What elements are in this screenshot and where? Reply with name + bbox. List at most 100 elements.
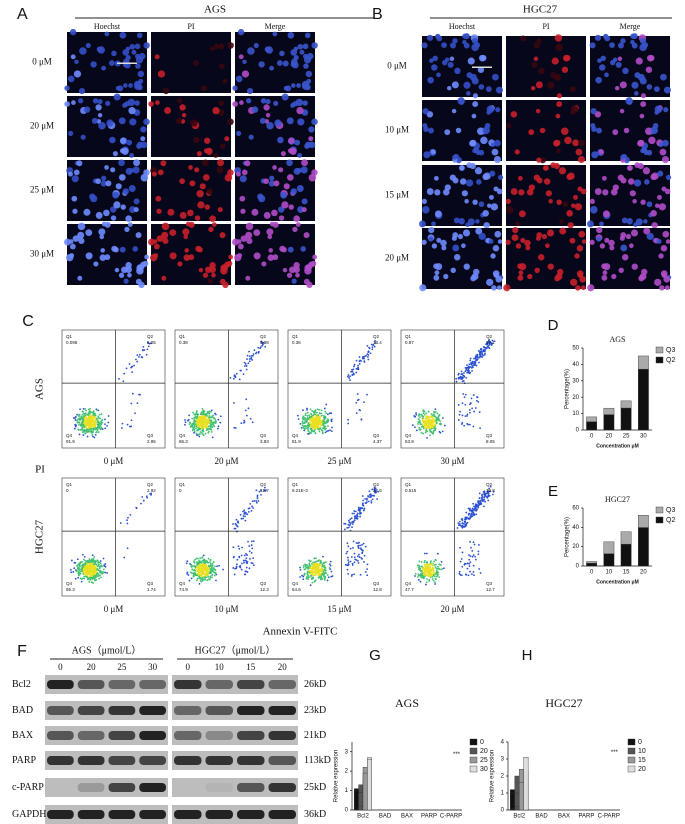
cell [518,189,525,196]
event [435,559,437,562]
cell [643,219,648,224]
event [206,415,208,417]
event [472,394,475,396]
y-tick-label: 30 [572,378,579,384]
event [421,415,424,418]
quadrant-name: Q2 [147,334,154,339]
event [327,429,330,432]
event [476,355,479,357]
event [484,346,487,349]
cell [128,106,136,115]
event [318,412,321,414]
event [432,429,435,432]
cell [268,248,274,253]
event [347,519,350,522]
event [433,572,436,575]
cell [266,228,274,236]
legend-label: Q2 [666,517,675,524]
cell [311,118,318,126]
bar-segment [638,355,649,370]
dose-label: 15 μM [327,604,351,614]
event [312,426,315,429]
event [432,430,435,433]
event [197,571,200,574]
event [255,489,258,492]
event [246,354,249,357]
cell [64,238,71,246]
event [193,564,196,567]
event [81,570,84,573]
event [310,413,312,415]
event [458,413,461,416]
event [307,578,310,581]
event [439,420,442,422]
cell [441,59,448,66]
cell [619,108,625,114]
quadrant-value: 0.36 [292,340,301,345]
event [314,427,317,430]
cell [637,140,644,147]
event [82,431,84,433]
cell [154,54,160,60]
event [366,568,369,571]
cell [463,81,471,89]
cell [113,93,121,101]
event [194,569,197,572]
event [346,375,349,378]
event [211,562,214,565]
cell [598,149,604,155]
event [354,517,356,520]
event [83,430,86,433]
cell [548,199,553,204]
event [99,571,102,573]
event [427,416,430,419]
event [89,420,92,423]
event [79,577,82,580]
event [98,417,101,420]
cell [198,267,204,273]
event [470,397,473,400]
event [88,424,91,427]
event [324,428,327,431]
event [487,492,490,495]
event [92,582,95,584]
x-tick-label: 15 [623,570,630,576]
event [140,502,142,505]
cell [426,34,434,41]
cell [97,98,103,105]
event [255,501,258,504]
event [93,563,95,566]
cell [280,151,286,157]
cell [483,222,490,229]
cell [495,276,503,283]
event [425,412,428,415]
cell [129,43,136,50]
event [142,345,145,348]
event [136,360,139,363]
cell [135,63,141,69]
event [423,577,425,579]
event [192,411,194,414]
event [190,577,193,580]
event [212,424,215,426]
cell [112,151,118,157]
event [472,502,475,505]
band [268,756,296,765]
cell [241,169,248,176]
cell [72,208,78,214]
event [77,571,80,573]
event [201,566,204,569]
cell [634,162,641,168]
event [469,561,472,564]
cell [278,215,285,221]
event [360,512,362,514]
cell [495,107,501,113]
event [91,576,94,579]
cell [297,152,303,158]
event [355,401,358,404]
cell [422,108,429,115]
event [315,560,318,563]
event [426,427,428,430]
annotation: *** [611,750,619,756]
event [487,499,490,502]
